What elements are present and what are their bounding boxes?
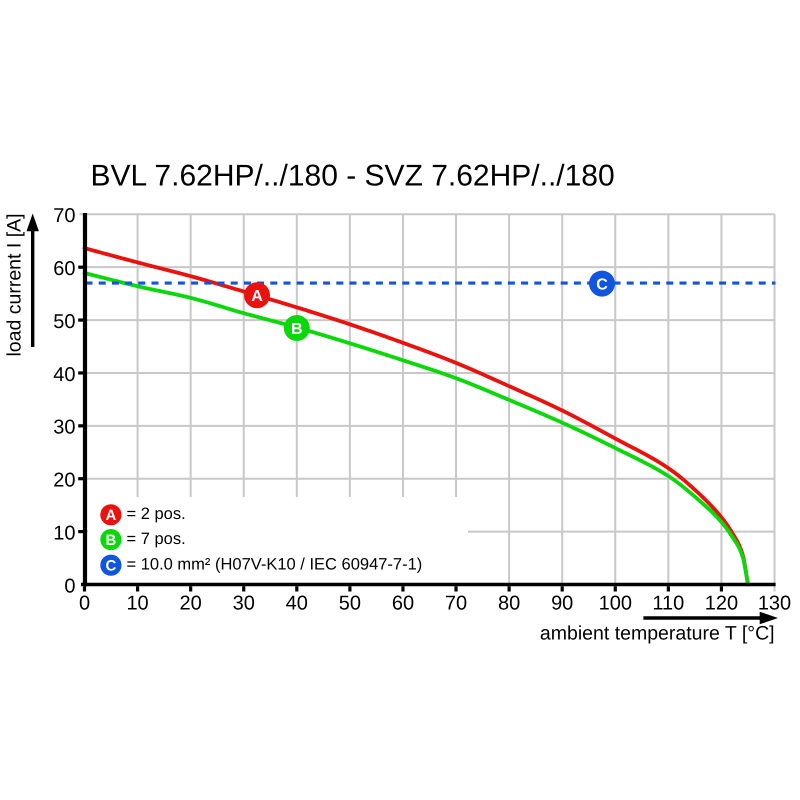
legend-label-c: = 10.0 mm² (H07V-K10 / IEC 60947-7-1) <box>127 556 423 574</box>
x-tick-label: 10 <box>126 593 148 615</box>
x-tick-label: 100 <box>599 593 632 615</box>
marker-a-letter: A <box>251 288 263 305</box>
x-tick-label: 80 <box>498 593 520 615</box>
legend: A = 2 pos. B = 7 pos. C = 10.0 mm² (H07V… <box>100 504 422 576</box>
x-tick-label: 130 <box>758 593 791 615</box>
marker-b: B <box>283 315 310 342</box>
marker-c: C <box>589 270 615 297</box>
legend-label-a: = 2 pos. <box>127 505 186 523</box>
legend-item-c: C = 10.0 mm² (H07V-K10 / IEC 60947-7-1) <box>100 554 423 576</box>
y-tick-label: 0 <box>64 575 75 597</box>
y-tick-label: 40 <box>53 364 75 386</box>
y-axis-arrow-head-icon <box>26 213 39 232</box>
marker-c-letter: C <box>596 276 608 293</box>
y-axis-title-group: load current I [A] <box>3 213 39 357</box>
x-axis-arrow-head-icon <box>759 611 778 625</box>
y-axis-title: load current I [A] <box>3 213 25 356</box>
x-tick-label: 90 <box>551 593 573 615</box>
series-a-curve <box>82 246 750 587</box>
marker-c-circle-icon <box>589 270 615 297</box>
chart-title: BVL 7.62HP/../180 - SVZ 7.62HP/../180 <box>91 159 615 192</box>
x-tick-label: 50 <box>339 593 361 615</box>
legend-label-b: = 7 pos. <box>127 530 186 548</box>
x-tick-label: 60 <box>392 593 414 615</box>
x-tick-label: 30 <box>233 593 255 615</box>
axes <box>81 213 776 587</box>
y-tick-label: 30 <box>53 417 75 439</box>
curve-markers: A B C <box>244 270 615 342</box>
x-tick-label: 120 <box>705 593 738 615</box>
legend-item-b: B = 7 pos. <box>100 529 186 551</box>
x-tick-label: 70 <box>445 593 467 615</box>
x-tick-label: 20 <box>180 593 202 615</box>
y-tick-label: 20 <box>53 470 75 492</box>
legend-marker-a-letter: A <box>105 507 116 524</box>
y-tick-label: 70 <box>53 205 75 227</box>
marker-a-circle-icon <box>244 282 270 309</box>
legend-box <box>88 497 468 583</box>
axis-ticks: 0 10 20 30 40 50 60 70 80 90 100 110 120 130 0 10 20 30 40… <box>53 205 791 614</box>
y-tick-label: 10 <box>53 523 75 545</box>
legend-marker-c-icon <box>100 554 122 576</box>
legend-marker-a-icon <box>100 504 122 526</box>
legend-item-a: A = 2 pos. <box>100 504 186 526</box>
x-tick-label: 110 <box>652 593 684 615</box>
y-tick-label: 60 <box>53 258 75 280</box>
legend-marker-c-letter: C <box>105 558 116 575</box>
x-tick-label: 40 <box>286 593 308 615</box>
x-axis-title-group: ambient temperature T [°C] <box>540 611 778 645</box>
data-series <box>82 246 776 587</box>
marker-b-letter: B <box>291 321 303 338</box>
x-tick-label: 0 <box>79 593 90 615</box>
x-axis-title: ambient temperature T [°C] <box>540 623 775 645</box>
series-b-curve <box>82 271 750 587</box>
legend-marker-b-letter: B <box>105 532 116 549</box>
y-tick-label: 50 <box>53 311 75 333</box>
marker-b-circle-icon <box>283 315 310 342</box>
legend-marker-b-icon <box>100 529 122 551</box>
marker-a: A <box>244 282 270 309</box>
